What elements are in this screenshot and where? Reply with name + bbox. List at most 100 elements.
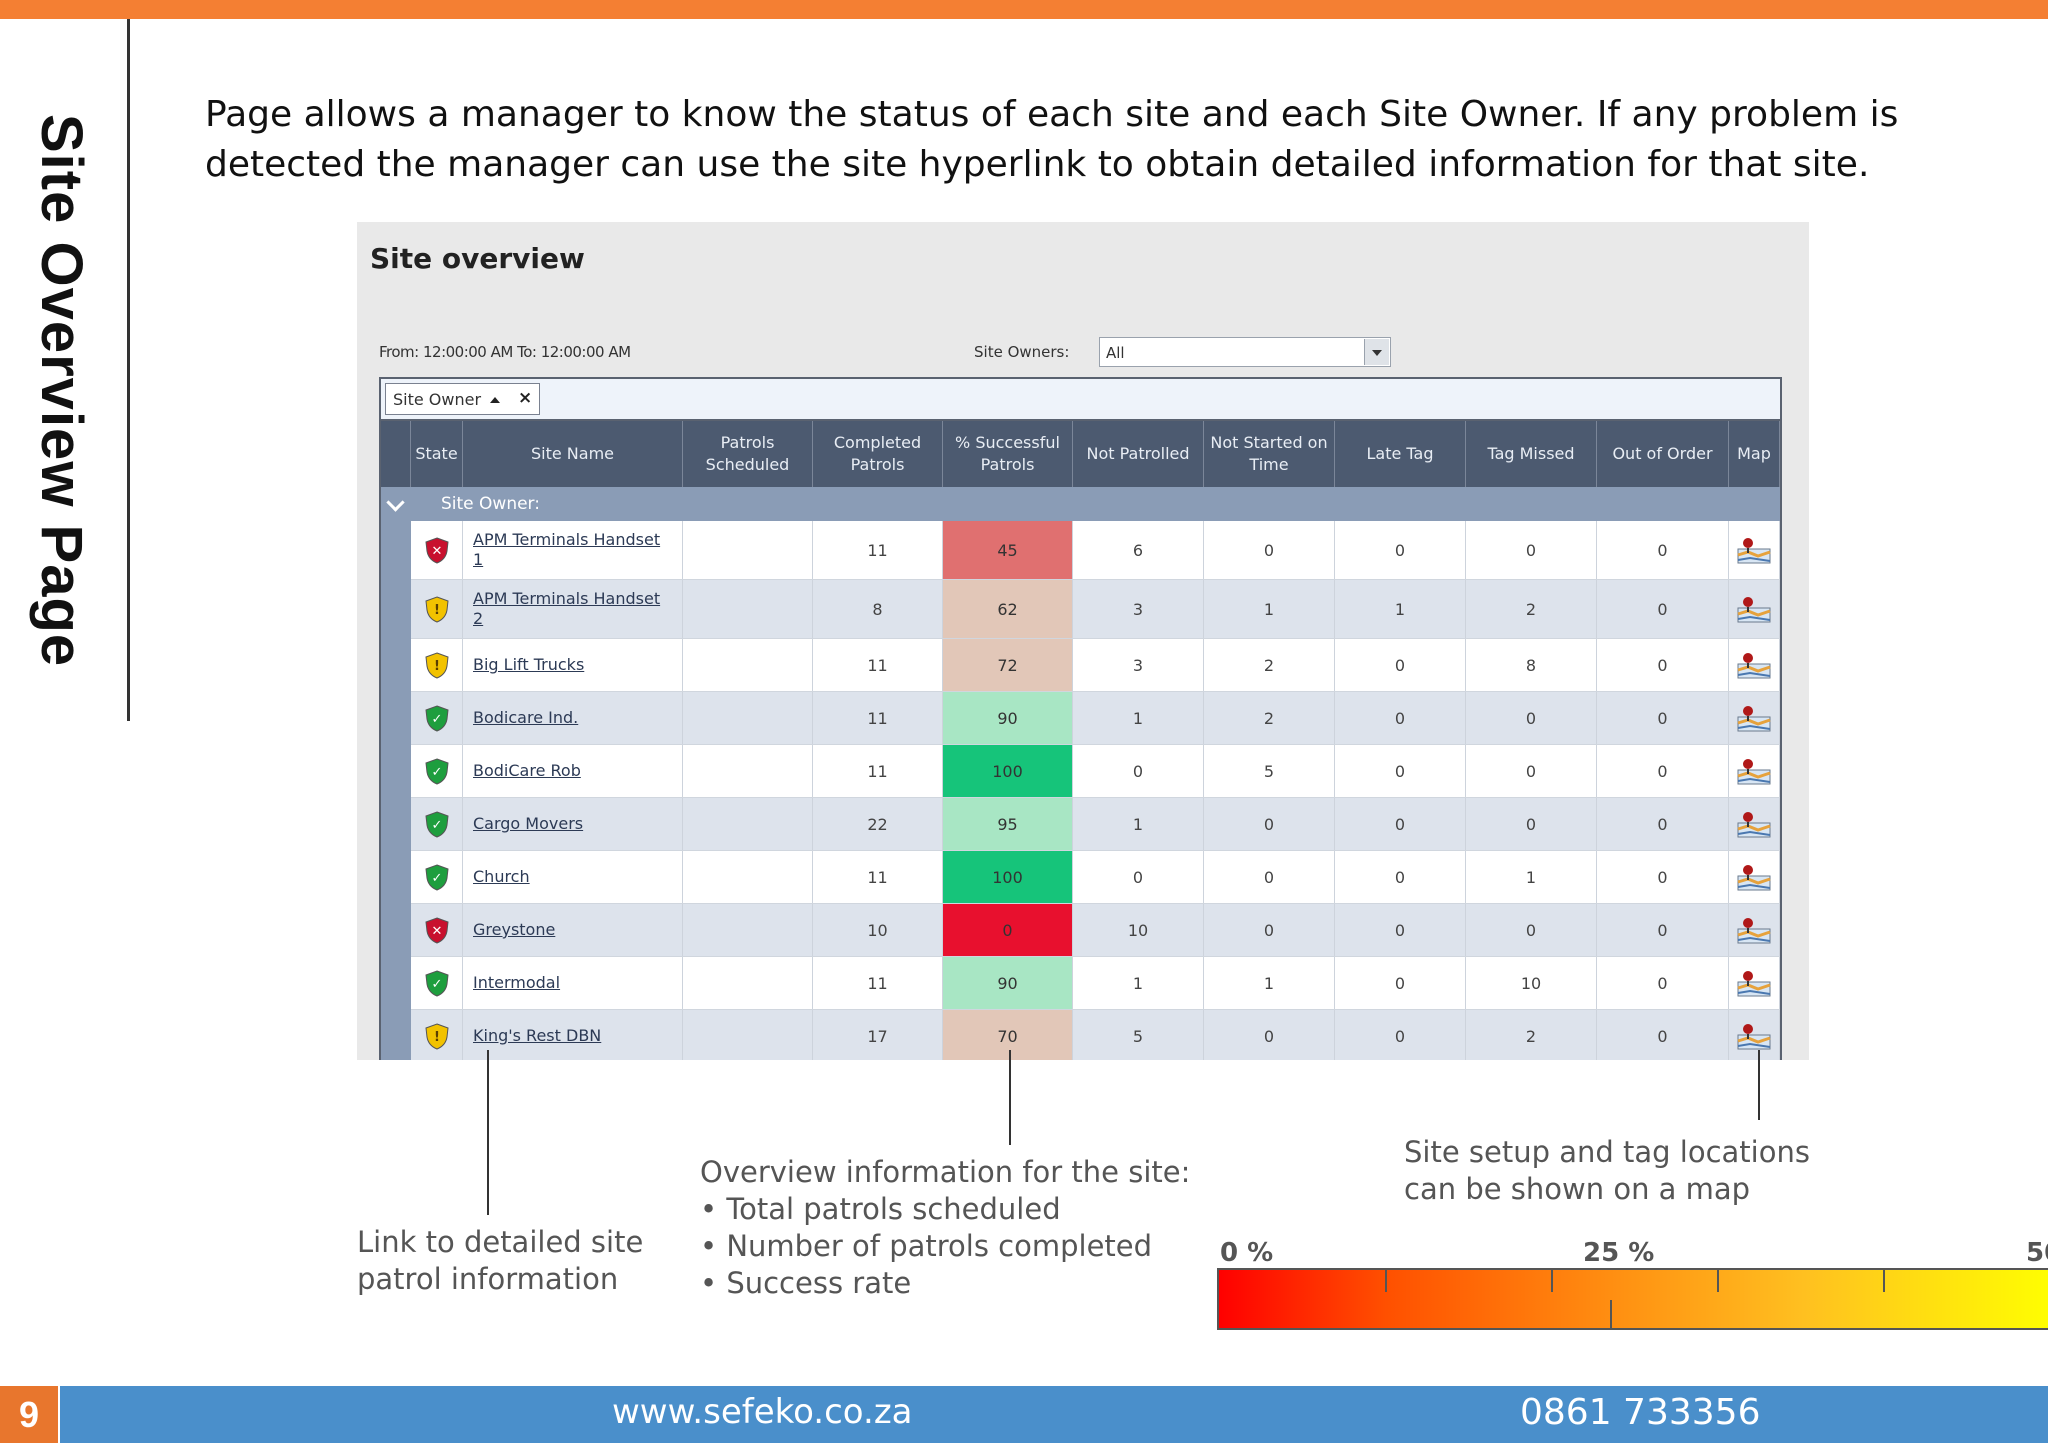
header-map[interactable]: Map [1729, 421, 1780, 487]
map-icon[interactable] [1736, 809, 1772, 839]
sort-ascending-icon[interactable] [490, 397, 500, 403]
cell-site-name: BodiCare Rob [463, 745, 683, 797]
table-row: ✕ APM Terminals Handset 1 11 45 6 0 0 0 0 [411, 521, 1780, 580]
cell-state: ✓ [411, 798, 463, 850]
dropdown-arrow-icon[interactable] [1364, 339, 1389, 365]
cell-site-name: King's Rest DBN [463, 1010, 683, 1060]
ok-shield-icon: ✓ [424, 970, 449, 997]
site-owners-label: Site Owners: [974, 343, 1070, 361]
cell-out-of-order: 0 [1597, 904, 1729, 956]
header-state[interactable]: State [411, 421, 463, 487]
cell-completed: 8 [813, 580, 943, 638]
callout-map-line1: Site setup and tag locations [1404, 1135, 1810, 1169]
site-link[interactable]: APM Terminals Handset 2 [473, 589, 661, 628]
cell-scheduled [683, 957, 813, 1009]
callout-overview-item: • Success rate [700, 1266, 912, 1300]
close-icon[interactable]: × [518, 388, 533, 408]
group-chip-site-owner[interactable]: Site Owner × [385, 383, 540, 415]
site-link[interactable]: APM Terminals Handset 1 [473, 530, 661, 569]
callout-overview-title: Overview information for the site: [700, 1155, 1191, 1189]
site-link[interactable]: Bodicare Ind. [473, 708, 579, 727]
date-range: From: 12:00:00 AM To: 12:00:00 AM [379, 343, 631, 361]
cell-map [1729, 904, 1780, 956]
site-link[interactable]: Cargo Movers [473, 814, 584, 833]
site-link[interactable]: Big Lift Trucks [473, 655, 585, 674]
site-link[interactable]: Intermodal [473, 973, 561, 992]
site-owners-select[interactable]: All [1099, 337, 1391, 367]
ok-shield-icon: ✓ [424, 864, 449, 891]
cell-not-started: 0 [1204, 798, 1335, 850]
cell-completed: 11 [813, 851, 943, 903]
cell-scheduled [683, 745, 813, 797]
header-completed-patrols[interactable]: Completed Patrols [813, 421, 943, 487]
cell-missed: 0 [1466, 745, 1597, 797]
map-icon[interactable] [1736, 703, 1772, 733]
header-patrols-scheduled[interactable]: Patrols Scheduled [683, 421, 813, 487]
screen-title: Site overview [370, 242, 585, 275]
cell-completed: 11 [813, 745, 943, 797]
cell-scheduled [683, 580, 813, 638]
success-color-scale [1217, 1268, 2048, 1330]
cell-site-name: Cargo Movers [463, 798, 683, 850]
callout-overview: Overview information for the site: • Tot… [700, 1154, 1190, 1302]
group-chip-label: Site Owner [393, 390, 482, 409]
cell-map [1729, 957, 1780, 1009]
footer-bar: 9 www.sefeko.co.za 0861 733356 [0, 1386, 2048, 1443]
group-row-site-owner[interactable]: Site Owner: [381, 487, 1780, 521]
site-link[interactable]: Church [473, 867, 530, 886]
site-link[interactable]: BodiCare Rob [473, 761, 581, 780]
page-title: Site Overview Page [29, 114, 94, 668]
page-number: 9 [0, 1386, 60, 1443]
table-row: ✓ Intermodal 11 90 1 1 0 10 0 [411, 957, 1780, 1010]
header-successful-patrols[interactable]: % Successful Patrols [943, 421, 1073, 487]
table-row: ! APM Terminals Handset 2 8 62 3 1 1 2 0 [411, 580, 1780, 639]
footer-url[interactable]: www.sefeko.co.za [612, 1392, 913, 1432]
cell-site-name: APM Terminals Handset 2 [463, 580, 683, 638]
cell-scheduled [683, 692, 813, 744]
cell-late: 0 [1335, 851, 1466, 903]
callout-line-overview [1009, 1050, 1011, 1145]
map-icon[interactable] [1736, 862, 1772, 892]
map-icon[interactable] [1736, 650, 1772, 680]
header-not-patrolled[interactable]: Not Patrolled [1073, 421, 1204, 487]
cell-state: ✓ [411, 692, 463, 744]
cell-state: ! [411, 580, 463, 638]
site-owners-value: All [1106, 344, 1125, 362]
header-late-tag[interactable]: Late Tag [1335, 421, 1466, 487]
table-row: ✓ Church 11 100 0 0 0 1 0 [411, 851, 1780, 904]
cell-not-patrolled: 6 [1073, 521, 1204, 579]
map-icon[interactable] [1736, 594, 1772, 624]
cell-site-name: Bodicare Ind. [463, 692, 683, 744]
header-indent [381, 421, 411, 487]
header-not-started[interactable]: Not Started on Time [1204, 421, 1335, 487]
map-icon[interactable] [1736, 756, 1772, 786]
svg-text:!: ! [434, 659, 440, 674]
ok-shield-icon: ✓ [424, 758, 449, 785]
cell-map [1729, 745, 1780, 797]
site-link[interactable]: King's Rest DBN [473, 1026, 602, 1045]
map-icon[interactable] [1736, 915, 1772, 945]
map-icon[interactable] [1736, 535, 1772, 565]
cell-missed: 8 [1466, 639, 1597, 691]
scale-label-50: 50 [2026, 1238, 2048, 1268]
map-icon[interactable] [1736, 968, 1772, 998]
cell-not-started: 0 [1204, 904, 1335, 956]
map-icon[interactable] [1736, 1021, 1772, 1051]
group-indent-column [381, 521, 411, 1060]
footer-phone: 0861 733356 [1520, 1392, 1761, 1433]
cell-success: 90 [943, 957, 1073, 1009]
scale-tick [1610, 1300, 1612, 1330]
cell-not-started: 1 [1204, 957, 1335, 1009]
header-site-name[interactable]: Site Name [463, 421, 683, 487]
scale-tick [1385, 1270, 1387, 1292]
cell-success: 70 [943, 1010, 1073, 1060]
site-link[interactable]: Greystone [473, 920, 556, 939]
header-out-of-order[interactable]: Out of Order [1597, 421, 1729, 487]
site-overview-screenshot: Site overview From: 12:00:00 AM To: 12:0… [357, 222, 1809, 1060]
cell-site-name: Big Lift Trucks [463, 639, 683, 691]
callout-map-line2: can be shown on a map [1404, 1172, 1751, 1206]
table-row: ! Big Lift Trucks 11 72 3 2 0 8 0 [411, 639, 1780, 692]
chevron-down-icon[interactable] [386, 493, 405, 512]
header-tag-missed[interactable]: Tag Missed [1466, 421, 1597, 487]
cell-late: 0 [1335, 904, 1466, 956]
